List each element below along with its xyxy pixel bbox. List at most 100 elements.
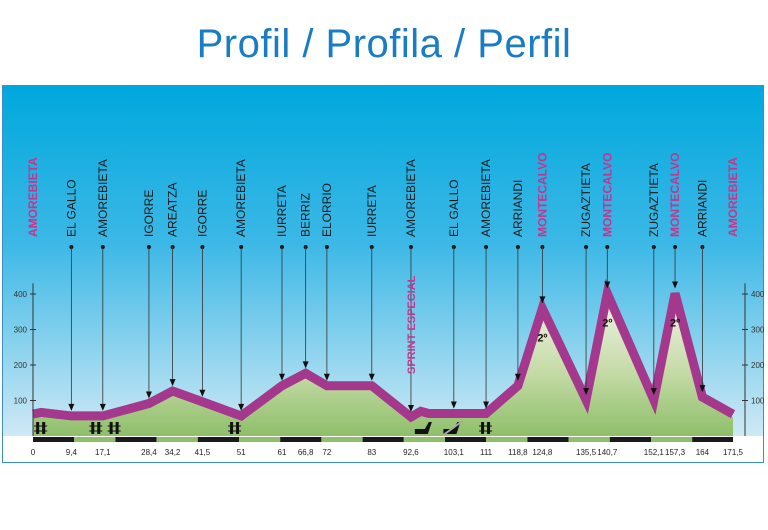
km-label: 111 [480, 448, 493, 457]
waypoint-name: MONTECALVO [600, 153, 614, 237]
distance-bar-segment [651, 437, 693, 442]
km-label: 152,1 [644, 448, 665, 457]
distance-bar-segment [692, 437, 733, 442]
right-axis-label: 100 [751, 397, 765, 406]
left-axis-label: 200 [14, 361, 28, 370]
right-axis-label: 400 [751, 290, 765, 299]
waypoint-name: BERRIZ [299, 193, 313, 237]
km-label: 92,6 [403, 448, 419, 457]
level-crossing-icon [34, 422, 48, 434]
level-crossing-icon [107, 422, 121, 434]
waypoint-name: AMOREBIETA [234, 159, 248, 237]
arrow-down-icon [199, 389, 206, 397]
arrow-down-icon [672, 281, 679, 289]
road-profile [32, 278, 736, 423]
km-label: 0 [31, 448, 36, 457]
km-label: 164 [696, 448, 710, 457]
km-label: 135,5 [576, 448, 597, 457]
distance-bar-segment [239, 437, 281, 442]
waypoint-name: AREATZA [166, 183, 180, 237]
climb-category-label: 2º [537, 332, 547, 344]
bar [115, 422, 119, 434]
arrow-down-icon [99, 403, 106, 411]
bar [109, 422, 113, 434]
left-axis-label: 300 [14, 326, 28, 335]
bar [481, 422, 485, 434]
distance-bar-segment [362, 437, 404, 442]
waypoint-name: MONTECALVO [668, 153, 682, 237]
distance-bar-segment [74, 437, 116, 442]
km-label: 72 [322, 448, 331, 457]
distance-bar-segment [403, 437, 445, 442]
arrow-down-icon [483, 401, 490, 409]
waypoint-name: IURRETA [365, 185, 379, 237]
distance-bar-segment [568, 437, 610, 442]
level-crossing-icon [228, 422, 242, 434]
km-label: 41,5 [195, 448, 211, 457]
km-label: 118,8 [508, 448, 528, 457]
distance-bar-segment [197, 437, 239, 442]
waypoint-name: AMOREBIETA [726, 157, 740, 237]
feeding-zone-icon [414, 422, 432, 434]
waypoint-name: AMOREBIETA [96, 159, 110, 237]
arrow-down-icon [583, 387, 590, 395]
arrow-down-icon [145, 391, 152, 399]
km-label: 124,8 [532, 448, 553, 457]
km-label: 61 [278, 448, 287, 457]
right-axis-label: 200 [751, 361, 765, 370]
level-crossing-icon [479, 422, 493, 434]
waypoint-name: IGORRE [142, 190, 156, 237]
arrow-down-icon [68, 403, 75, 411]
km-label: 140,7 [597, 448, 618, 457]
arrow-down-icon [514, 373, 521, 381]
waypoint-name: ELORRIO [320, 183, 334, 237]
km-label: 9,4 [66, 448, 78, 457]
km-label: 51 [237, 448, 246, 457]
km-label: 157,3 [665, 448, 686, 457]
arrow-down-icon [169, 379, 176, 387]
distance-bar-segment [33, 437, 75, 442]
ground-area [33, 296, 733, 436]
waypoint-name: EL GALLO [447, 179, 461, 237]
km-label: 34,2 [165, 448, 181, 457]
climb-category-label: 2º [670, 317, 680, 329]
bar [42, 422, 46, 434]
page-title: Profil / Profila / Perfil [196, 22, 572, 66]
km-label: 17,1 [95, 448, 111, 457]
waypoint-name: IURRETA [275, 185, 289, 237]
waypoint-name: ARRIANDI [695, 180, 709, 237]
left-axis-label: 400 [14, 290, 28, 299]
feeding-zone-end-icon [442, 420, 464, 436]
waypoint-name: AMOREBIETA [404, 159, 418, 237]
bar [487, 422, 491, 434]
waypoint-name: IGORRE [195, 190, 209, 237]
arrow-down-icon [407, 404, 414, 412]
profile-panel [2, 85, 764, 463]
bar [230, 422, 234, 434]
km-label: 28,4 [141, 448, 157, 457]
distance-bar-segment [609, 437, 651, 442]
bar [36, 422, 40, 434]
distance-bar-segment [486, 437, 528, 442]
sprint-label: SPRINT ESPECIAL [406, 275, 418, 374]
right-axis-label: 300 [751, 326, 765, 335]
waypoint-name: AMOREBIETA [26, 157, 40, 237]
bar [236, 422, 240, 434]
climb-category-label: 2º [602, 317, 612, 329]
waypoint-name: AMOREBIETA [479, 159, 493, 237]
arrow-down-icon [368, 373, 375, 381]
waypoint-name: MONTECALVO [535, 153, 549, 237]
bar [91, 422, 95, 434]
arrow-down-icon [650, 387, 657, 395]
arrow-down-icon [278, 373, 285, 381]
left-axis-label: 100 [14, 397, 28, 406]
km-label: 66,8 [298, 448, 314, 457]
arrow-down-icon [302, 361, 309, 369]
distance-bar-segment [115, 437, 157, 442]
waypoint-name: ARRIANDI [511, 180, 525, 237]
km-label: 171,5 [723, 448, 744, 457]
bar [97, 422, 101, 434]
distance-bar-segment [445, 437, 487, 442]
arrow-down-icon [450, 401, 457, 409]
arrow-down-icon [323, 373, 330, 381]
